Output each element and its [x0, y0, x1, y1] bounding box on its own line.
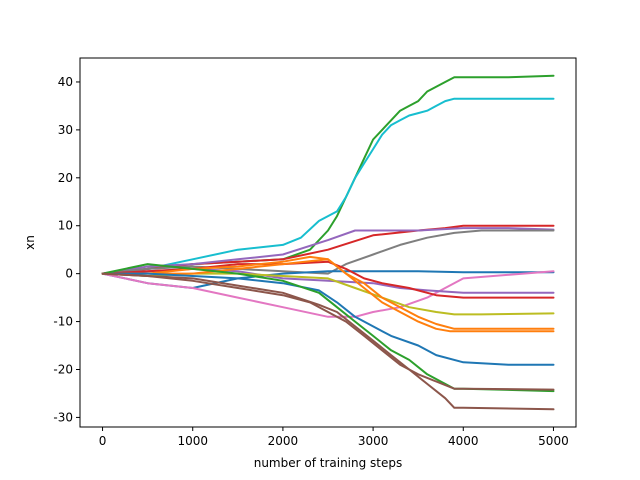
y-tick-label: -10 — [53, 315, 73, 329]
series-line-5 — [101, 229, 555, 275]
y-tick-label: -30 — [53, 410, 73, 424]
y-tick-label: 20 — [58, 171, 73, 185]
y-tick-label: 30 — [58, 123, 73, 137]
x-tick-label: 4000 — [448, 434, 479, 448]
x-tick-label: 1000 — [177, 434, 208, 448]
series-line-15 — [101, 272, 555, 391]
y-axis-ticks: -30 -20 -10 0 10 20 30 40 — [53, 75, 80, 424]
y-axis-label: xn — [23, 235, 37, 250]
plot-frame — [79, 57, 577, 428]
y-tick-label: -20 — [53, 362, 73, 376]
series-line-14 — [101, 263, 555, 393]
y-tick-label: 10 — [58, 219, 73, 233]
x-axis-label: number of training steps — [254, 456, 403, 470]
series-line-12 — [101, 255, 555, 333]
x-tick-label: 2000 — [268, 434, 299, 448]
x-tick-label: 3000 — [358, 434, 389, 448]
series-line-11 — [101, 258, 555, 330]
y-tick-label: 0 — [65, 267, 73, 281]
series-line-4 — [101, 227, 555, 275]
series-line-2 — [101, 97, 555, 275]
x-axis-ticks: 0 1000 2000 3000 4000 5000 — [99, 427, 569, 448]
series-line-16 — [101, 272, 555, 411]
series-line-13 — [101, 272, 555, 366]
series-layer — [101, 74, 555, 411]
x-tick-label: 5000 — [538, 434, 569, 448]
y-tick-label: 40 — [58, 75, 73, 89]
x-tick-label: 0 — [99, 434, 107, 448]
series-line-1 — [101, 74, 555, 275]
